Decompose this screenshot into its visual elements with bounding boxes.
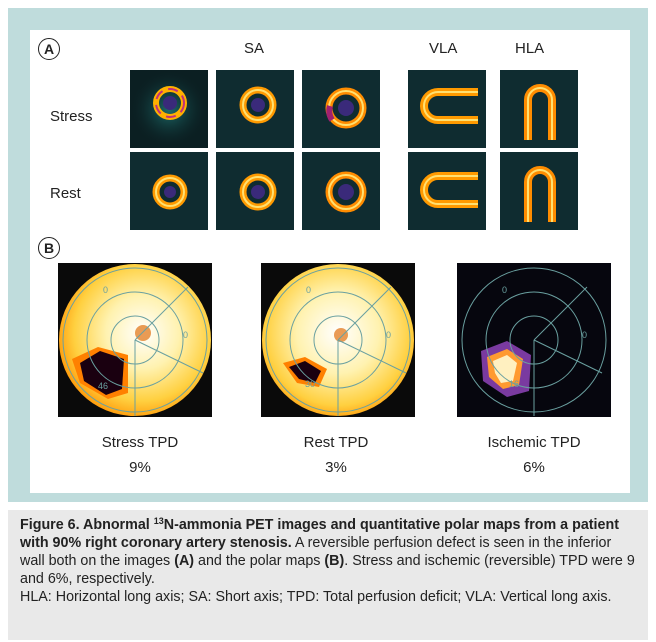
stress-hla-scan [500,70,578,148]
caption-text-3: . Stress and ischemic (reversible) TPD w… [20,553,635,587]
panel-a-label: A [38,38,60,60]
stress-row-label: Stress [50,108,93,125]
stress-sa-scan-2 [216,70,294,148]
rest-polar-sector-2: 0 [386,330,391,340]
rest-sa-scan-1 [130,152,208,230]
vla-view-label: VLA [429,40,458,57]
rest-sa-scan-2 [216,152,294,230]
ischemic-polar-sector-2: 0 [582,330,587,340]
ischemic-polar-sector-3: 16 [509,379,519,389]
rest-polar-map: 0 0 30 [261,263,415,417]
rest-tpd-label: Rest TPD [303,434,369,451]
caption-title: Figure 6. Abnormal 13N-ammonia PET image… [20,516,619,552]
rest-row-label: Rest [50,185,81,202]
hla-view-label: HLA [515,40,545,57]
rest-vla-scan [408,152,486,230]
caption-title-part-1: Figure 6. Abnormal [20,517,154,533]
ischemic-polar-map: 0 0 16 [457,263,611,417]
stress-vla-scan [408,70,486,148]
ischemic-polar-sector-1: 0 [502,285,507,295]
caption-text-2: and the polar maps [194,553,325,569]
caption-ref-a: (A) [174,553,195,569]
rest-polar-sector-1: 0 [306,285,311,295]
stress-tpd-value: 9% [129,459,151,476]
stress-tpd-label: Stress TPD [101,434,179,451]
rest-polar-sector-3: 30 [305,379,315,389]
sa-view-label: SA [244,40,265,57]
panel-b-label: B [38,237,60,259]
stress-polar-sector-3: 46 [98,381,108,391]
ischemic-tpd-label: Ischemic TPD [487,434,581,451]
stress-polar-sector-1: 0 [103,285,108,295]
figure-caption: Figure 6. Abnormal 13N-ammonia PET image… [8,510,648,640]
rest-tpd-value: 3% [325,459,347,476]
figure-frame: A SA VLA HLA Stress Rest [8,8,648,502]
rest-sa-scan-3 [302,152,380,230]
stress-polar-map: 0 0 46 [58,263,212,417]
caption-title-part-2: N-ammonia PET images and quantitative po… [20,517,619,551]
figure-panel: A SA VLA HLA Stress Rest [30,30,630,493]
rest-hla-scan [500,152,578,230]
stress-sa-scan-3 [302,70,380,148]
caption-abbreviations: HLA: Horizontal long axis; SA: Short axi… [20,589,612,605]
ischemic-tpd-value: 6% [523,459,545,476]
caption-text-1: A reversible perfusion defect is seen in… [20,535,612,569]
caption-title-superscript: 13 [153,516,164,526]
stress-polar-sector-2: 0 [183,330,188,340]
caption-ref-b: (B) [324,553,345,569]
stress-sa-scan-1 [130,70,208,148]
